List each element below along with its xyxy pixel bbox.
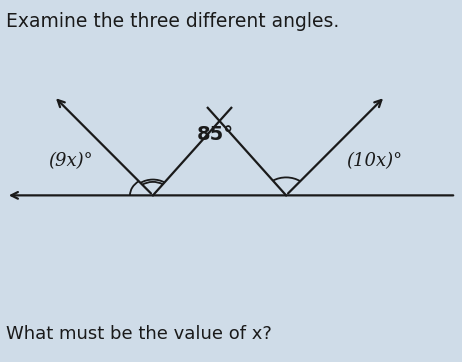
Text: (9x)°: (9x)° [49, 152, 93, 170]
Text: What must be the value of x?: What must be the value of x? [6, 325, 272, 343]
Text: (10x)°: (10x)° [346, 152, 402, 170]
Text: 85°: 85° [196, 125, 233, 144]
Text: Examine the three different angles.: Examine the three different angles. [6, 12, 339, 31]
